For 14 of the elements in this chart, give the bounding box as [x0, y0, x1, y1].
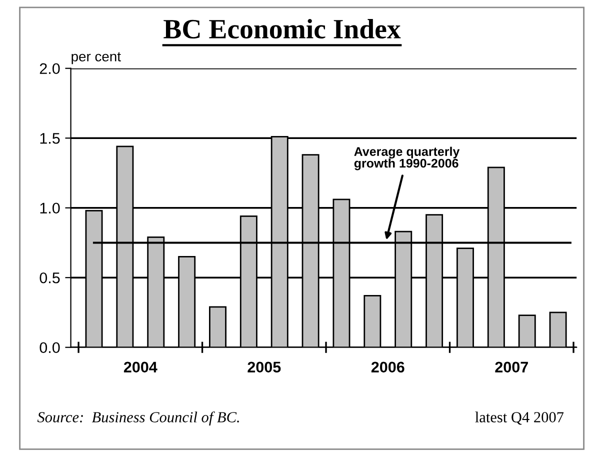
y-tick-label: 2.0	[40, 63, 60, 74]
y-tick-label: 0.0	[40, 342, 60, 354]
text: 2004	[124, 362, 158, 373]
y-axis-title: per cent	[72, 52, 121, 64]
chart-title: BC Economic Index	[164, 18, 401, 39]
y-tick-label: 1.0	[40, 202, 60, 214]
source-note: Source: Business Council of BC.	[37, 411, 239, 426]
text: 2007	[495, 362, 528, 373]
text: latest Q4 2007	[475, 412, 564, 425]
ref-line-label: Average quarterly growth 1990-2006	[354, 146, 460, 170]
y-tick-label: 1.5	[40, 133, 60, 144]
text: 2005	[248, 362, 281, 373]
text: 2006	[371, 362, 404, 373]
y-tick-label: 0.5	[40, 272, 60, 284]
